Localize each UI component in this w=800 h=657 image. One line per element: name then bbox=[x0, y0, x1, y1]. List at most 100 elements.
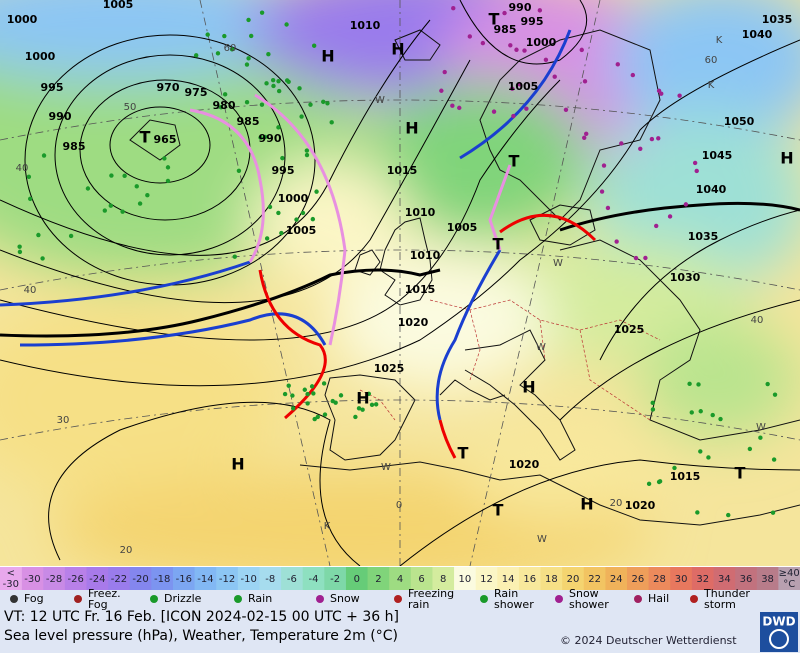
scale-cell bbox=[691, 567, 715, 590]
scale-cell bbox=[64, 567, 87, 590]
weather-symbol bbox=[222, 33, 227, 39]
scale-cell bbox=[518, 567, 542, 590]
temperature-label: 50 bbox=[124, 102, 137, 113]
legend-label: Freezing rain bbox=[408, 587, 454, 611]
scale-cell bbox=[108, 567, 131, 590]
scale-label: -2 bbox=[330, 574, 340, 585]
weather-symbol bbox=[654, 223, 659, 229]
weather-symbol bbox=[646, 481, 652, 487]
weather-symbol bbox=[689, 410, 694, 415]
pressure-center: H bbox=[356, 389, 369, 408]
scale-label: -28 bbox=[46, 574, 62, 585]
weather-symbol bbox=[165, 178, 171, 184]
scale-label: 36 bbox=[740, 574, 753, 585]
weather-symbol bbox=[109, 173, 114, 178]
weather-symbol bbox=[467, 34, 473, 39]
scale-label: 2 bbox=[375, 574, 381, 585]
isobar-label: 970 bbox=[157, 81, 180, 94]
isobar-label: 1000 bbox=[25, 50, 56, 63]
isobar-label: 1000 bbox=[526, 36, 557, 49]
scale-label: 8 bbox=[440, 574, 446, 585]
scale-label: 32 bbox=[696, 574, 709, 585]
scale-label: -10 bbox=[240, 574, 256, 585]
weather-symbol bbox=[369, 402, 375, 407]
pressure-center: T bbox=[509, 152, 520, 171]
weather-symbol bbox=[615, 62, 620, 67]
scale-cell bbox=[583, 567, 606, 590]
weather-symbol bbox=[582, 135, 587, 140]
weather-symbol bbox=[218, 105, 224, 110]
weather-symbol bbox=[706, 455, 711, 460]
weather-symbol bbox=[657, 479, 663, 484]
weather-symbol bbox=[36, 232, 41, 238]
fronts bbox=[0, 29, 800, 459]
isobar-label: 990 bbox=[259, 132, 282, 145]
weather-symbol bbox=[137, 201, 143, 206]
weather-symbol bbox=[677, 93, 682, 98]
isobar-label: 990 bbox=[509, 1, 532, 14]
scale-label: -24 bbox=[89, 574, 105, 585]
weather-symbol bbox=[563, 107, 569, 112]
scale-min-label: -30 bbox=[3, 579, 19, 590]
weather-symbol bbox=[229, 47, 235, 52]
isobar-label: 995 bbox=[521, 15, 544, 28]
weather-symbol bbox=[491, 109, 497, 114]
legend-icon bbox=[10, 595, 18, 603]
pressure-center: T bbox=[458, 444, 469, 463]
isobar-label: 980 bbox=[213, 99, 236, 112]
isobar-label: 1010 bbox=[410, 249, 441, 262]
scale-cell bbox=[627, 567, 650, 590]
isobar-label: 975 bbox=[185, 86, 208, 99]
weather-symbol bbox=[280, 155, 285, 161]
weather-symbol bbox=[599, 189, 605, 194]
weather-symbol bbox=[232, 254, 237, 259]
legend-icon bbox=[555, 595, 563, 603]
weather-symbol bbox=[552, 74, 557, 79]
weather-symbol bbox=[543, 57, 549, 63]
isobar-label: 1040 bbox=[742, 28, 773, 41]
pressure-center: H bbox=[522, 378, 535, 397]
isobar-label: 1040 bbox=[696, 183, 727, 196]
weather-symbol bbox=[633, 255, 639, 261]
weather-symbol bbox=[330, 398, 335, 404]
weather-symbol bbox=[584, 131, 589, 137]
weather-symbol bbox=[17, 249, 23, 255]
weather-symbol bbox=[162, 156, 167, 161]
weather-symbol bbox=[276, 88, 282, 94]
lat-lon-lines bbox=[0, 0, 800, 566]
temperature-label: 20 bbox=[610, 498, 623, 509]
weather-symbol bbox=[321, 381, 327, 386]
weather-symbol bbox=[248, 33, 254, 39]
weather-symbol bbox=[450, 103, 455, 108]
temperature-label: 40 bbox=[751, 315, 764, 326]
temperature-label: 40 bbox=[16, 163, 29, 174]
scale-label: 14 bbox=[502, 574, 515, 585]
scale-label: 6 bbox=[418, 574, 424, 585]
isobar-label: 1025 bbox=[614, 323, 645, 336]
isobar-label: 1025 bbox=[374, 362, 405, 375]
weather-symbol bbox=[276, 78, 281, 84]
weather-symbol bbox=[457, 105, 462, 111]
scale-label: -8 bbox=[265, 574, 275, 585]
isobar-label: 985 bbox=[494, 23, 517, 36]
legend-icon bbox=[316, 595, 324, 603]
scale-cell bbox=[475, 567, 498, 590]
scale-cell bbox=[648, 567, 671, 590]
scale-label: 12 bbox=[480, 574, 493, 585]
pressure-center: T bbox=[735, 464, 746, 483]
scale-label: 24 bbox=[610, 574, 623, 585]
weather-symbol bbox=[145, 192, 150, 198]
legend-label: Rain shower bbox=[494, 587, 534, 611]
weather-symbol bbox=[514, 47, 519, 52]
scale-cell bbox=[151, 567, 174, 590]
scale-label: -26 bbox=[68, 574, 84, 585]
weather-symbol bbox=[300, 210, 306, 216]
weather-symbol bbox=[605, 205, 611, 211]
weather-symbol bbox=[614, 239, 619, 244]
weather-symbol bbox=[305, 401, 310, 406]
temperature-scale: <-30 -30 -28 -26 -24 -22 -20 -18 -16 -14 -12 -10 -8-… bbox=[0, 567, 800, 590]
weather-symbols bbox=[17, 6, 778, 518]
copyright: © 2024 Deutscher Wetterdienst bbox=[560, 634, 737, 647]
weather-symbol bbox=[246, 17, 251, 23]
